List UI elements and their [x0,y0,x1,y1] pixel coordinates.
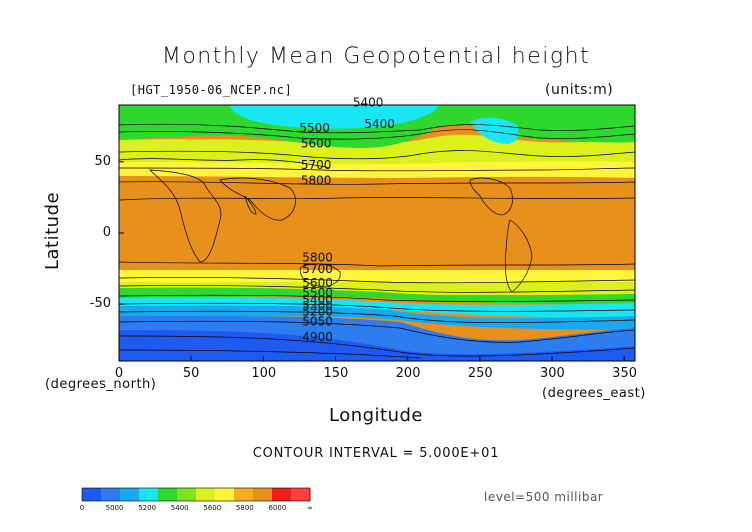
chart-title: Monthly Mean Geopotential height [161,44,591,69]
contour-label: 5500 [299,121,330,135]
band-5200-5400-n2 [470,117,519,144]
x-axis-unit-left: (degrees_north) [45,377,157,392]
colorbar-swatch [120,488,140,501]
x-tick-label: 250 [467,366,493,381]
contour-label: 5600 [301,137,332,151]
x-tick-label: 200 [395,366,421,381]
units-label: (units:m) [545,82,614,98]
colorbar-swatch [272,488,292,501]
contour-label: 5050 [302,314,333,328]
x-tick-label: 150 [323,366,349,381]
x-tick-label: 100 [251,366,277,381]
x-tick-label: 50 [182,366,200,381]
contour-fill [119,105,635,361]
y-tick-label: -50 [89,296,111,312]
colorbar-label: 5200 [138,504,157,512]
colorbar-label: 5400 [170,504,189,512]
colorbar [81,487,311,502]
contour-lines [119,123,635,359]
band-5500-5600 [119,287,635,305]
colorbar-swatch [158,488,178,501]
contour-label: 5500 [302,286,333,300]
x-axis-unit-right: (degrees_east) [542,386,646,401]
contour-labels: 5400540055005600570058005800570056005500… [299,95,394,344]
file-label: [HGT_1950-06_NCEP.nc] [130,83,293,97]
contour-label: 5600 [302,276,333,290]
colorbar-swatch [234,488,254,501]
colorbar-swatch [177,488,197,501]
x-tick-label: 350 [612,366,637,381]
axis-ticks [118,161,625,361]
colorbar-label: 6000 [268,504,287,512]
contour-interval: CONTOUR INTERVAL = 5.000E+01 [252,446,500,461]
colorbar-swatch [291,488,311,501]
x-axis-label: Longitude [328,405,424,426]
contour-label: 5800 [302,250,333,264]
contour-label: 5400 [353,95,384,109]
y-axis-label: Latitude [42,191,63,270]
contour-label: 5200 [302,304,333,318]
contour-label: 5700 [301,158,332,172]
colorbar-label: ∞ [307,504,313,512]
colorbar-swatch [215,488,235,501]
y-tick-label: 50 [94,153,111,169]
contour-label: 5400 [302,293,333,307]
band-5400-5500 [119,297,635,318]
band-5200-5400 [119,305,635,330]
colorbar-label: 5000 [105,504,124,512]
colorbar-frame [81,487,311,502]
colorbar-label: 0 [79,504,85,512]
contour-label: 5700 [302,262,333,276]
colorbar-swatch [139,488,159,501]
colorbar-label: 5600 [203,504,222,512]
level-label: level=500 millibar [484,490,604,504]
x-tick-label: 0 [114,366,124,381]
contour-label: 4900 [302,330,333,344]
contour-label: 5300 [302,299,333,313]
band-5200-5400-n [230,105,440,129]
colorbar-swatch [253,488,273,501]
contour-label: 5400 [364,117,395,131]
colorbar-swatch [82,488,102,501]
colorbar-swatch [101,488,121,501]
x-tick-label: 300 [540,366,565,381]
y-tick-label: 0 [102,225,111,240]
contour-label: 5800 [301,174,332,188]
colorbar-swatch [196,488,216,501]
colorbar-label: 5800 [235,504,254,512]
